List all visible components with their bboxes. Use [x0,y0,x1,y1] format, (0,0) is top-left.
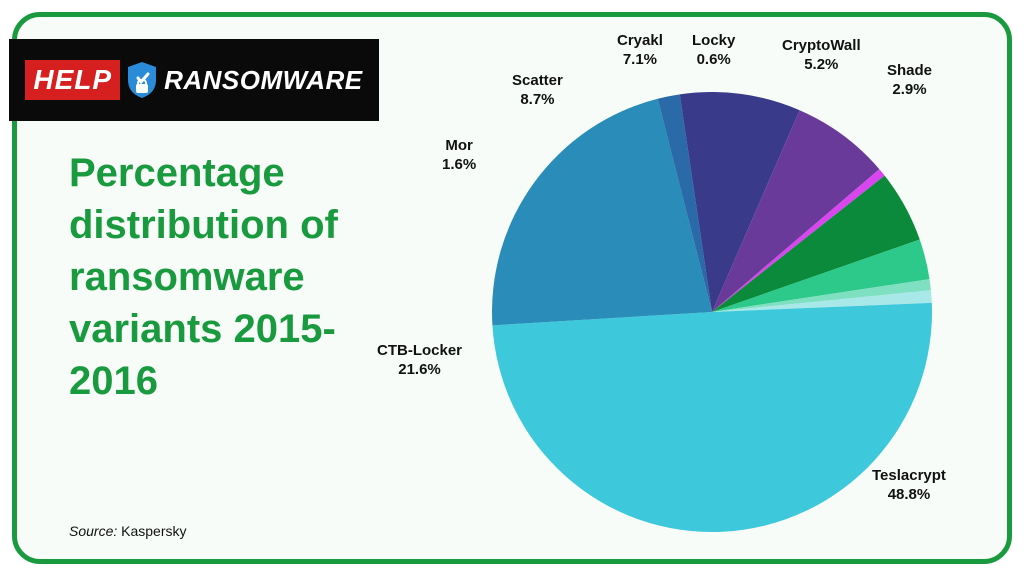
slice-label-ctb-locker: CTB-Locker21.6% [377,342,462,380]
slice-label-cryptowall: CryptoWall5.2% [782,37,861,75]
shield-icon [124,60,160,100]
source-attribution: Source: Kaspersky [69,523,187,539]
slice-label-shade: Shade2.9% [887,62,932,100]
slice-label-teslacrypt: Teslacrypt48.8% [872,467,946,505]
logo-ransomware-text: RANSOMWARE [164,65,363,96]
infographic-frame: HELP RANSOMWARE Percentage distribution … [12,12,1012,564]
infographic-title: Percentage distribution of ransomware va… [69,147,369,407]
logo-help-text: HELP [25,60,120,100]
source-label: Source: [69,523,117,539]
slice-label-cryakl: Cryakl7.1% [617,32,663,70]
pie-chart-area: Locky0.6% CryptoWall5.2% Shade2.9% Teslacry… [377,27,977,547]
slice-label-scatter: Scatter8.7% [512,72,563,110]
slice-label-mor: Mor1.6% [442,137,476,175]
pie-chart [492,92,932,532]
logo-box: HELP RANSOMWARE [9,39,379,121]
source-value: Kaspersky [121,523,186,539]
slice-label-locky: Locky0.6% [692,32,735,70]
pie-slice-teslacrypt [492,303,932,532]
